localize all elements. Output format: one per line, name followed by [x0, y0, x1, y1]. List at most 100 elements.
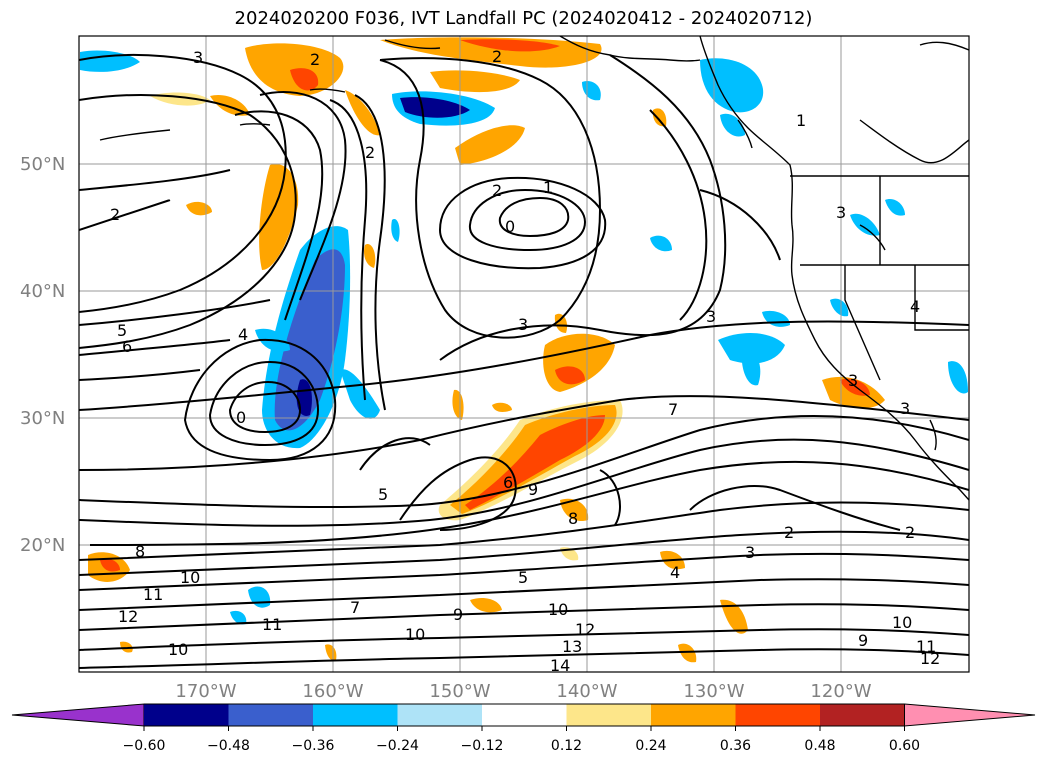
contour-label: 6	[503, 473, 513, 492]
contour-label: 11	[262, 615, 282, 634]
shade-negative	[741, 349, 761, 386]
contour-label: 10	[548, 600, 568, 619]
colorbar-extend-high	[904, 703, 1036, 727]
contour-label: 3	[848, 371, 858, 390]
shade-negative	[885, 199, 905, 216]
contour-label: 10	[892, 613, 912, 632]
shade-positive	[465, 415, 605, 510]
lat-label-40n: 40°N	[20, 281, 65, 302]
contour-label: 0	[505, 217, 515, 236]
colorbar: −0.60 −0.48 −0.36 −0.24 −0.12 0.12 0.24 …	[11, 703, 1036, 754]
shade-positive	[720, 599, 748, 634]
colorbar-tick-label: −0.12	[461, 738, 504, 754]
contour-label: 4	[910, 297, 920, 316]
shade-positive	[345, 90, 380, 136]
colorbar-tick-label: 0.60	[889, 738, 920, 754]
colorbar-swatch	[313, 704, 398, 726]
shade-negative	[400, 97, 470, 118]
lat-labels: 50°N 40°N 30°N 20°N	[20, 154, 65, 556]
contour-label: 3	[745, 543, 755, 562]
shade-positive	[554, 313, 568, 333]
contour-label: 3	[836, 203, 846, 222]
contours	[79, 54, 969, 669]
contour-label: 7	[350, 598, 360, 617]
gridlines	[79, 36, 969, 672]
lon-label-170w: 170°W	[175, 681, 236, 702]
lon-label-140w: 140°W	[556, 681, 617, 702]
shade-positive	[100, 558, 120, 572]
contour-label: 3	[706, 307, 716, 326]
contour-label: 7	[668, 400, 678, 419]
contour-label: 12	[575, 620, 595, 639]
colorbar-tick-label: −0.48	[207, 738, 250, 754]
contour-label: 6	[122, 337, 132, 356]
contour-label: 3	[900, 399, 910, 418]
colorbar-tick-label: −0.24	[376, 738, 419, 754]
contour-label: 8	[568, 509, 578, 528]
colorbar-swatch	[735, 704, 820, 726]
shade-positive	[678, 643, 697, 663]
shade-negative	[650, 235, 672, 252]
colorbar-swatch	[482, 704, 567, 726]
shade-positive	[364, 244, 376, 268]
shade-positive	[555, 366, 585, 385]
shade-negative	[850, 213, 880, 236]
map-frame	[78, 35, 970, 673]
shade-negative	[274, 249, 345, 431]
contour-label: 13	[562, 637, 582, 656]
colorbar-tick-label: −0.60	[123, 738, 166, 754]
colorbar-swatch	[228, 704, 313, 726]
contour-label: 10	[405, 625, 425, 644]
contour-label: 2	[905, 523, 915, 542]
shade-positive	[470, 598, 502, 613]
contour-label: 9	[858, 631, 868, 650]
contour-label: 11	[916, 637, 936, 656]
contour-label: 0	[236, 408, 246, 427]
shade-positive	[560, 498, 589, 522]
contour-label-layer: 3 2 2 2 1 2 0 2 4 5 6 3 5 7 6 9 8 8 10 1…	[110, 47, 940, 675]
contour-label: 12	[118, 607, 138, 626]
shade-negative	[830, 298, 849, 317]
map-background	[79, 36, 969, 672]
contour-label: 14	[550, 656, 570, 675]
map-title: 2024020200 F036, IVT Landfall PC (202402…	[234, 8, 813, 29]
contour-label: 2	[110, 205, 120, 224]
colorbar-swatch	[144, 704, 229, 726]
lat-label-20n: 20°N	[20, 535, 65, 556]
shade-positive	[652, 108, 667, 127]
colorbar-swatch	[820, 704, 905, 726]
shade-negative	[391, 219, 400, 242]
lat-label-50n: 50°N	[20, 154, 65, 175]
shade-positive	[492, 402, 512, 413]
contour-label: 4	[238, 325, 248, 344]
contour-label: 1	[796, 111, 806, 130]
colorbar-swatch	[651, 704, 736, 726]
contour-label: 2	[492, 47, 502, 66]
colorbar-tick-label: 0.24	[635, 738, 666, 754]
shade-positive	[120, 641, 133, 653]
shade-negative	[948, 361, 968, 394]
contour-label: 4	[670, 563, 680, 582]
contour-label: 2	[492, 181, 502, 200]
contour-label: 8	[135, 542, 145, 561]
shade-positive	[290, 68, 319, 91]
shade-positive	[430, 70, 520, 93]
contour-label: 10	[168, 640, 188, 659]
shade-negative	[718, 333, 785, 364]
contour-label: 5	[378, 485, 388, 504]
lat-label-30n: 30°N	[20, 408, 65, 429]
shade-positive	[460, 39, 560, 52]
contour-label: 2	[310, 50, 320, 69]
contour-label: 10	[180, 568, 200, 587]
shade-negative	[230, 610, 247, 625]
colorbar-tick-label: 0.12	[551, 738, 582, 754]
contour-label: 5	[518, 568, 528, 587]
colorbar-ticks	[143, 726, 905, 731]
contour-label: 3	[518, 315, 528, 334]
contour-label: 11	[143, 585, 163, 604]
contour-label: 2	[784, 523, 794, 542]
shade-positive	[259, 164, 299, 270]
shade-positive	[325, 644, 337, 661]
colorbar-swatch	[397, 704, 482, 726]
